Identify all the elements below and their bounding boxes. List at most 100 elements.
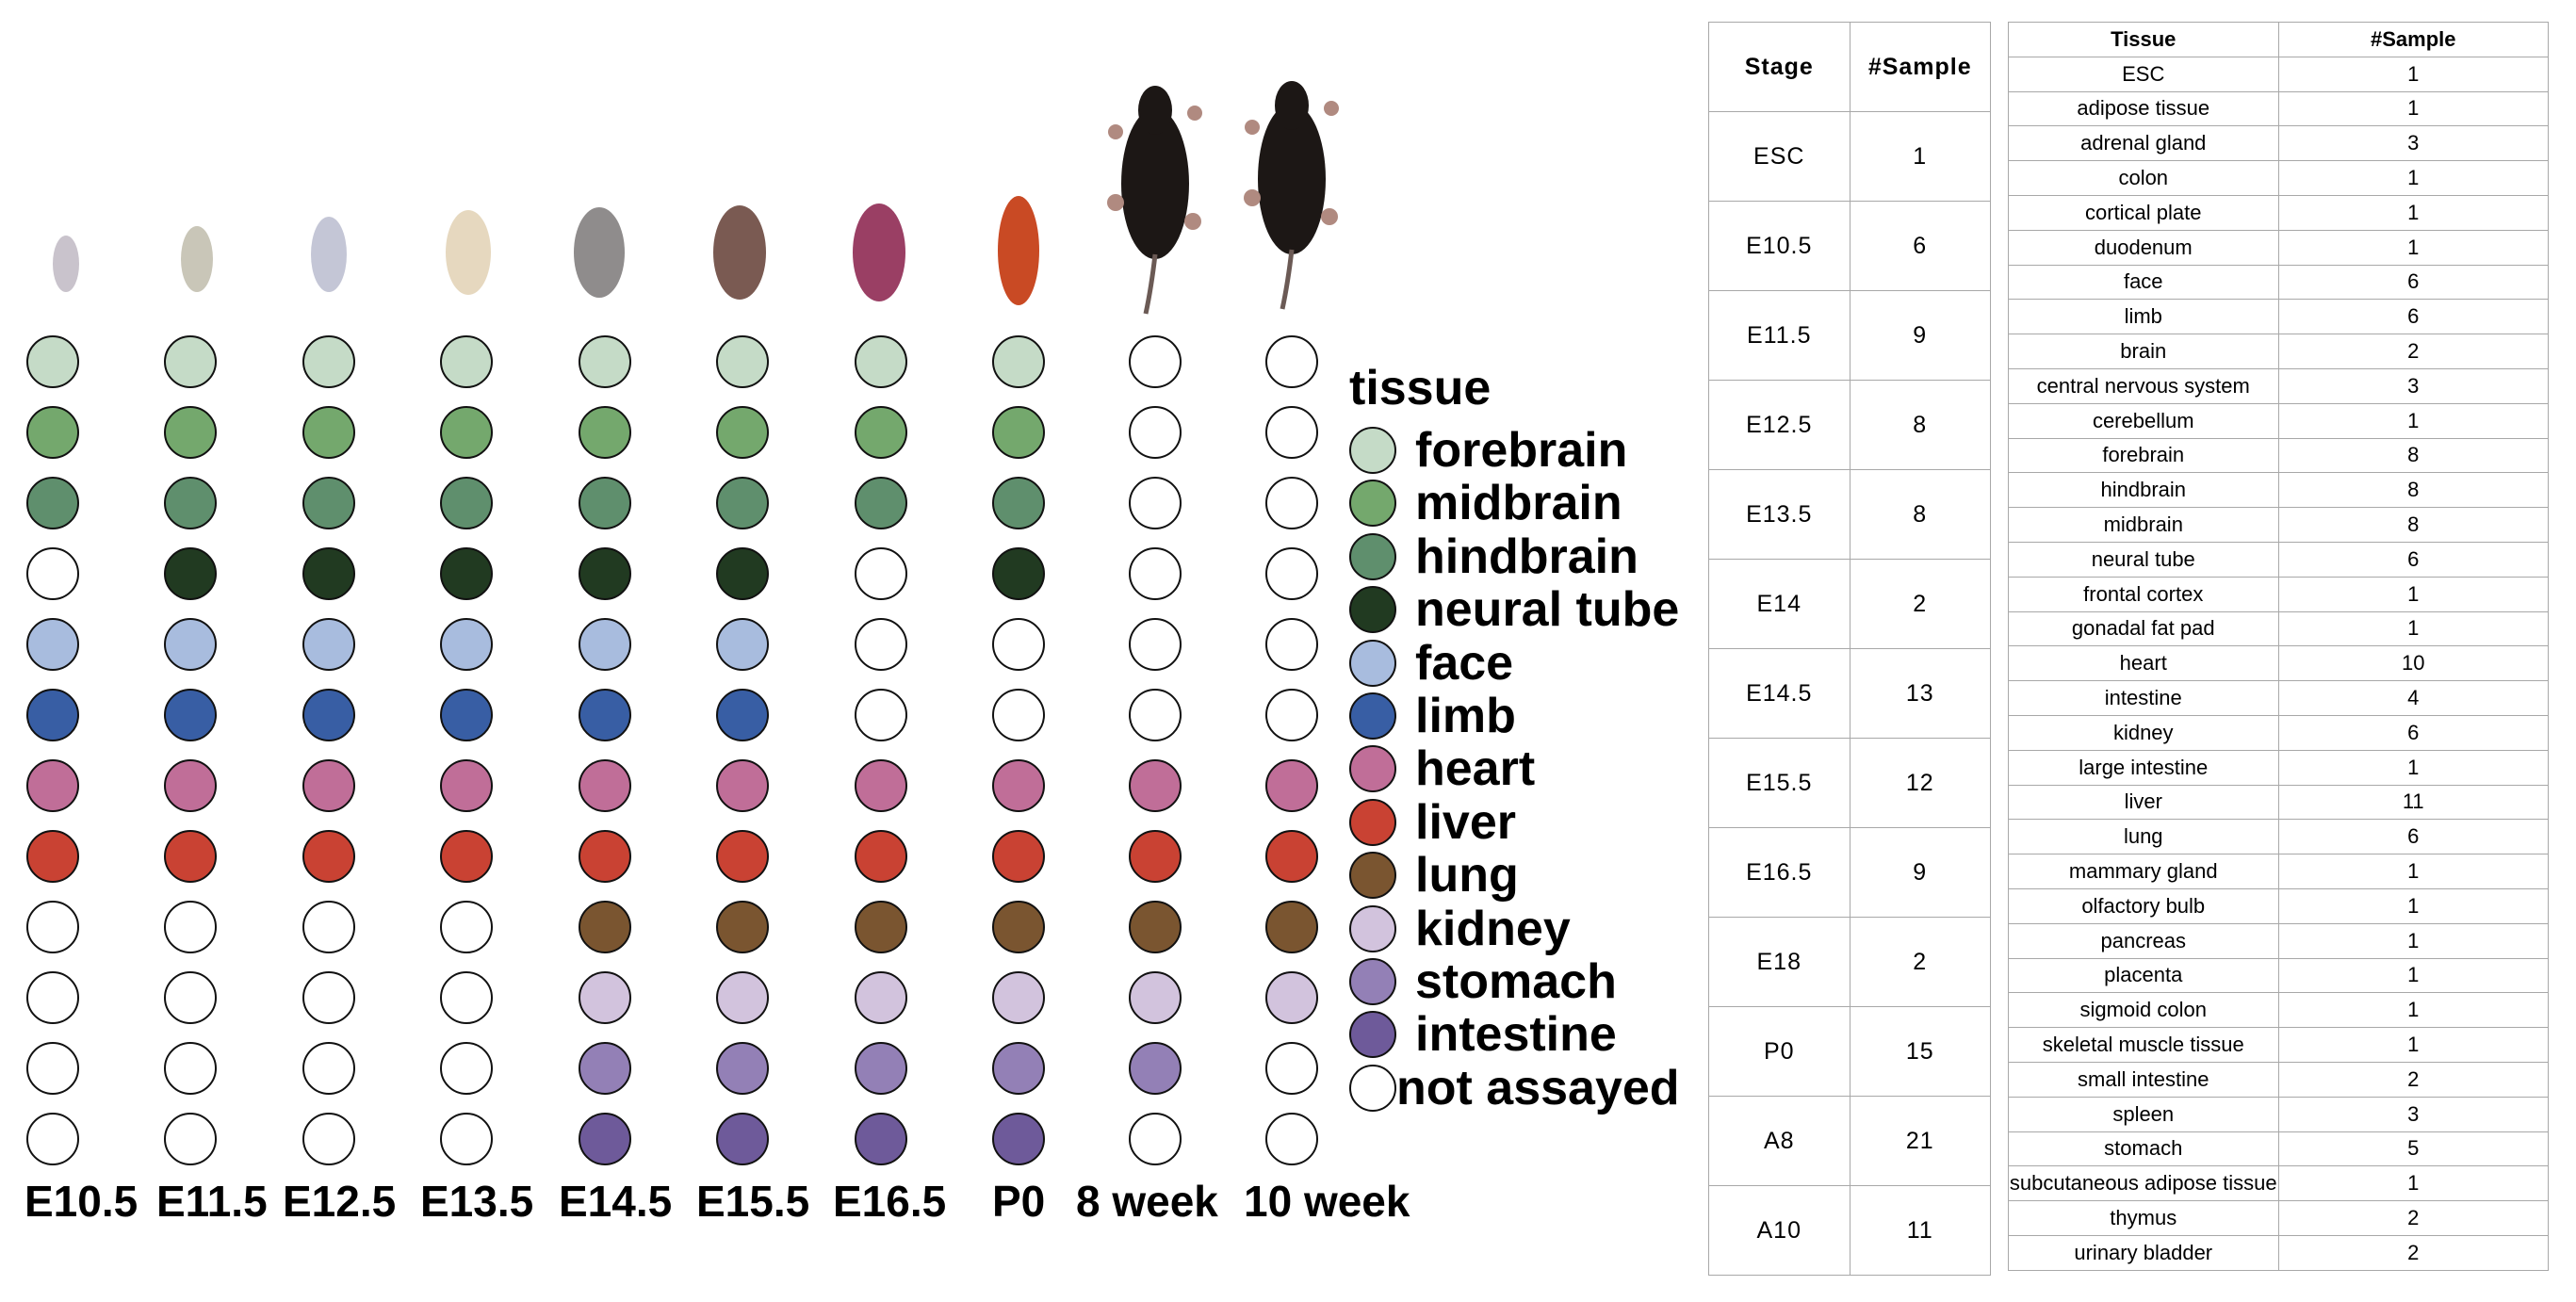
dot-forebrain-E15.5 (716, 335, 769, 388)
legend-label: heart (1415, 741, 1536, 797)
stage-label: E13.5 (420, 1177, 534, 1226)
sample-count-cell: 1 (2277, 402, 2549, 439)
label-cell: small intestine (2008, 1061, 2279, 1098)
label-cell: E10.5 (1708, 201, 1850, 291)
table-row: E14 2 (1708, 559, 1991, 649)
embryo-image (311, 217, 347, 292)
dot-heart-10-week (1265, 759, 1318, 812)
sample-count-cell: 1 (2277, 160, 2549, 196)
label-cell: olfactory bulb (2008, 887, 2279, 924)
legend-item: hindbrain (1349, 530, 1639, 583)
dot-hindbrain-8-week (1129, 477, 1182, 529)
label-cell: subcutaneous adipose tissue (2008, 1165, 2279, 1202)
table-row: adipose tissue 1 (2008, 90, 2549, 127)
dot-liver-E16.5 (855, 830, 907, 883)
dot-liver-E10.5 (26, 830, 79, 883)
dot-midbrain-P0 (992, 406, 1045, 459)
dot-heart-E10.5 (26, 759, 79, 812)
sample-count-cell: 1 (2277, 229, 2549, 266)
sample-count-cell: 6 (1849, 201, 1991, 291)
table-row: lung 6 (2008, 819, 2549, 855)
dot-face-8-week (1129, 618, 1182, 671)
dot-lung-10-week (1265, 901, 1318, 953)
embryo-image (713, 205, 766, 300)
dot-limb-E10.5 (26, 689, 79, 741)
dot-hindbrain-E14.5 (579, 477, 631, 529)
label-cell: duodenum (2008, 229, 2279, 266)
label-cell: gonadal fat pad (2008, 610, 2279, 647)
embryo-image (53, 236, 79, 292)
sample-count-cell: 10 (2277, 645, 2549, 682)
legend-item: intestine (1349, 1008, 1617, 1061)
dot-midbrain-E13.5 (440, 406, 493, 459)
label-cell: colon (2008, 160, 2279, 196)
table-row: placenta 1 (2008, 957, 2549, 994)
label-cell: cortical plate (2008, 194, 2279, 231)
dot-hindbrain-E11.5 (164, 477, 217, 529)
dot-lung-E11.5 (164, 901, 217, 953)
dot-stomach-E16.5 (855, 1042, 907, 1095)
dot-kidney-E14.5 (579, 971, 631, 1024)
legend-swatch (1349, 1011, 1396, 1059)
legend-label: neural tube (1415, 582, 1680, 638)
dot-heart-8-week (1129, 759, 1182, 812)
dot-intestine-E10.5 (26, 1113, 79, 1165)
label-cell: forebrain (2008, 437, 2279, 474)
sample-count-cell: 3 (2277, 125, 2549, 162)
dot-kidney-E15.5 (716, 971, 769, 1024)
dot-face-E13.5 (440, 618, 493, 671)
dot-lung-E16.5 (855, 901, 907, 953)
label-cell: E14.5 (1708, 648, 1850, 739)
legend-swatch (1349, 904, 1396, 952)
column-header: Tissue (2008, 22, 2279, 57)
table-row: liver 11 (2008, 784, 2549, 821)
dot-limb-E16.5 (855, 689, 907, 741)
dot-limb-E15.5 (716, 689, 769, 741)
legend-item: stomach (1349, 955, 1617, 1008)
label-cell: E11.5 (1708, 290, 1850, 381)
table-row: small intestine 2 (2008, 1061, 2549, 1098)
sample-count-cell: 8 (2277, 472, 2549, 509)
dot-liver-8-week (1129, 830, 1182, 883)
dot-stomach-E15.5 (716, 1042, 769, 1095)
legend-label: hindbrain (1415, 529, 1639, 584)
dot-midbrain-E11.5 (164, 406, 217, 459)
dot-lung-E13.5 (440, 901, 493, 953)
label-cell: E16.5 (1708, 827, 1850, 918)
embryo-image (853, 203, 905, 301)
stage-label: E11.5 (156, 1177, 268, 1226)
label-cell: face (2008, 264, 2279, 301)
dot-hindbrain-E16.5 (855, 477, 907, 529)
sample-count-cell: 15 (1849, 1006, 1991, 1097)
label-cell: E13.5 (1708, 469, 1850, 560)
legend-swatch (1349, 798, 1396, 846)
dot-intestine-10-week (1265, 1113, 1318, 1165)
label-cell: E15.5 (1708, 738, 1850, 828)
dot-face-E14.5 (579, 618, 631, 671)
legend-item: midbrain (1349, 477, 1622, 529)
dot-forebrain-E10.5 (26, 335, 79, 388)
table-row: mammary gland 1 (2008, 854, 2549, 889)
label-cell: lung (2008, 819, 2279, 855)
table-row: face 6 (2008, 264, 2549, 301)
label-cell: E14 (1708, 559, 1850, 649)
dot-midbrain-E16.5 (855, 406, 907, 459)
legend-label: intestine (1415, 1007, 1617, 1063)
tissue-sample-table: Tissue #Sample ESC 1 adipose tissue 1 adrenal … (2008, 22, 2549, 1271)
sample-count-cell: 21 (1849, 1096, 1991, 1186)
column-header: Stage (1708, 22, 1850, 112)
sample-count-cell: 1 (2277, 576, 2549, 612)
label-cell: spleen (2008, 1096, 2279, 1132)
dot-midbrain-8-week (1129, 406, 1182, 459)
dot-kidney-E11.5 (164, 971, 217, 1024)
table-row: stomach 5 (2008, 1131, 2549, 1167)
dot-forebrain-10-week (1265, 335, 1318, 388)
sample-count-cell: 1 (2277, 1027, 2549, 1063)
embryo-image (446, 210, 491, 295)
embryo-image (998, 196, 1039, 305)
dot-lung-E14.5 (579, 901, 631, 953)
dot-face-P0 (992, 618, 1045, 671)
dot-heart-E11.5 (164, 759, 217, 812)
legend-swatch (1349, 745, 1396, 793)
table-row: E13.5 8 (1708, 469, 1991, 560)
